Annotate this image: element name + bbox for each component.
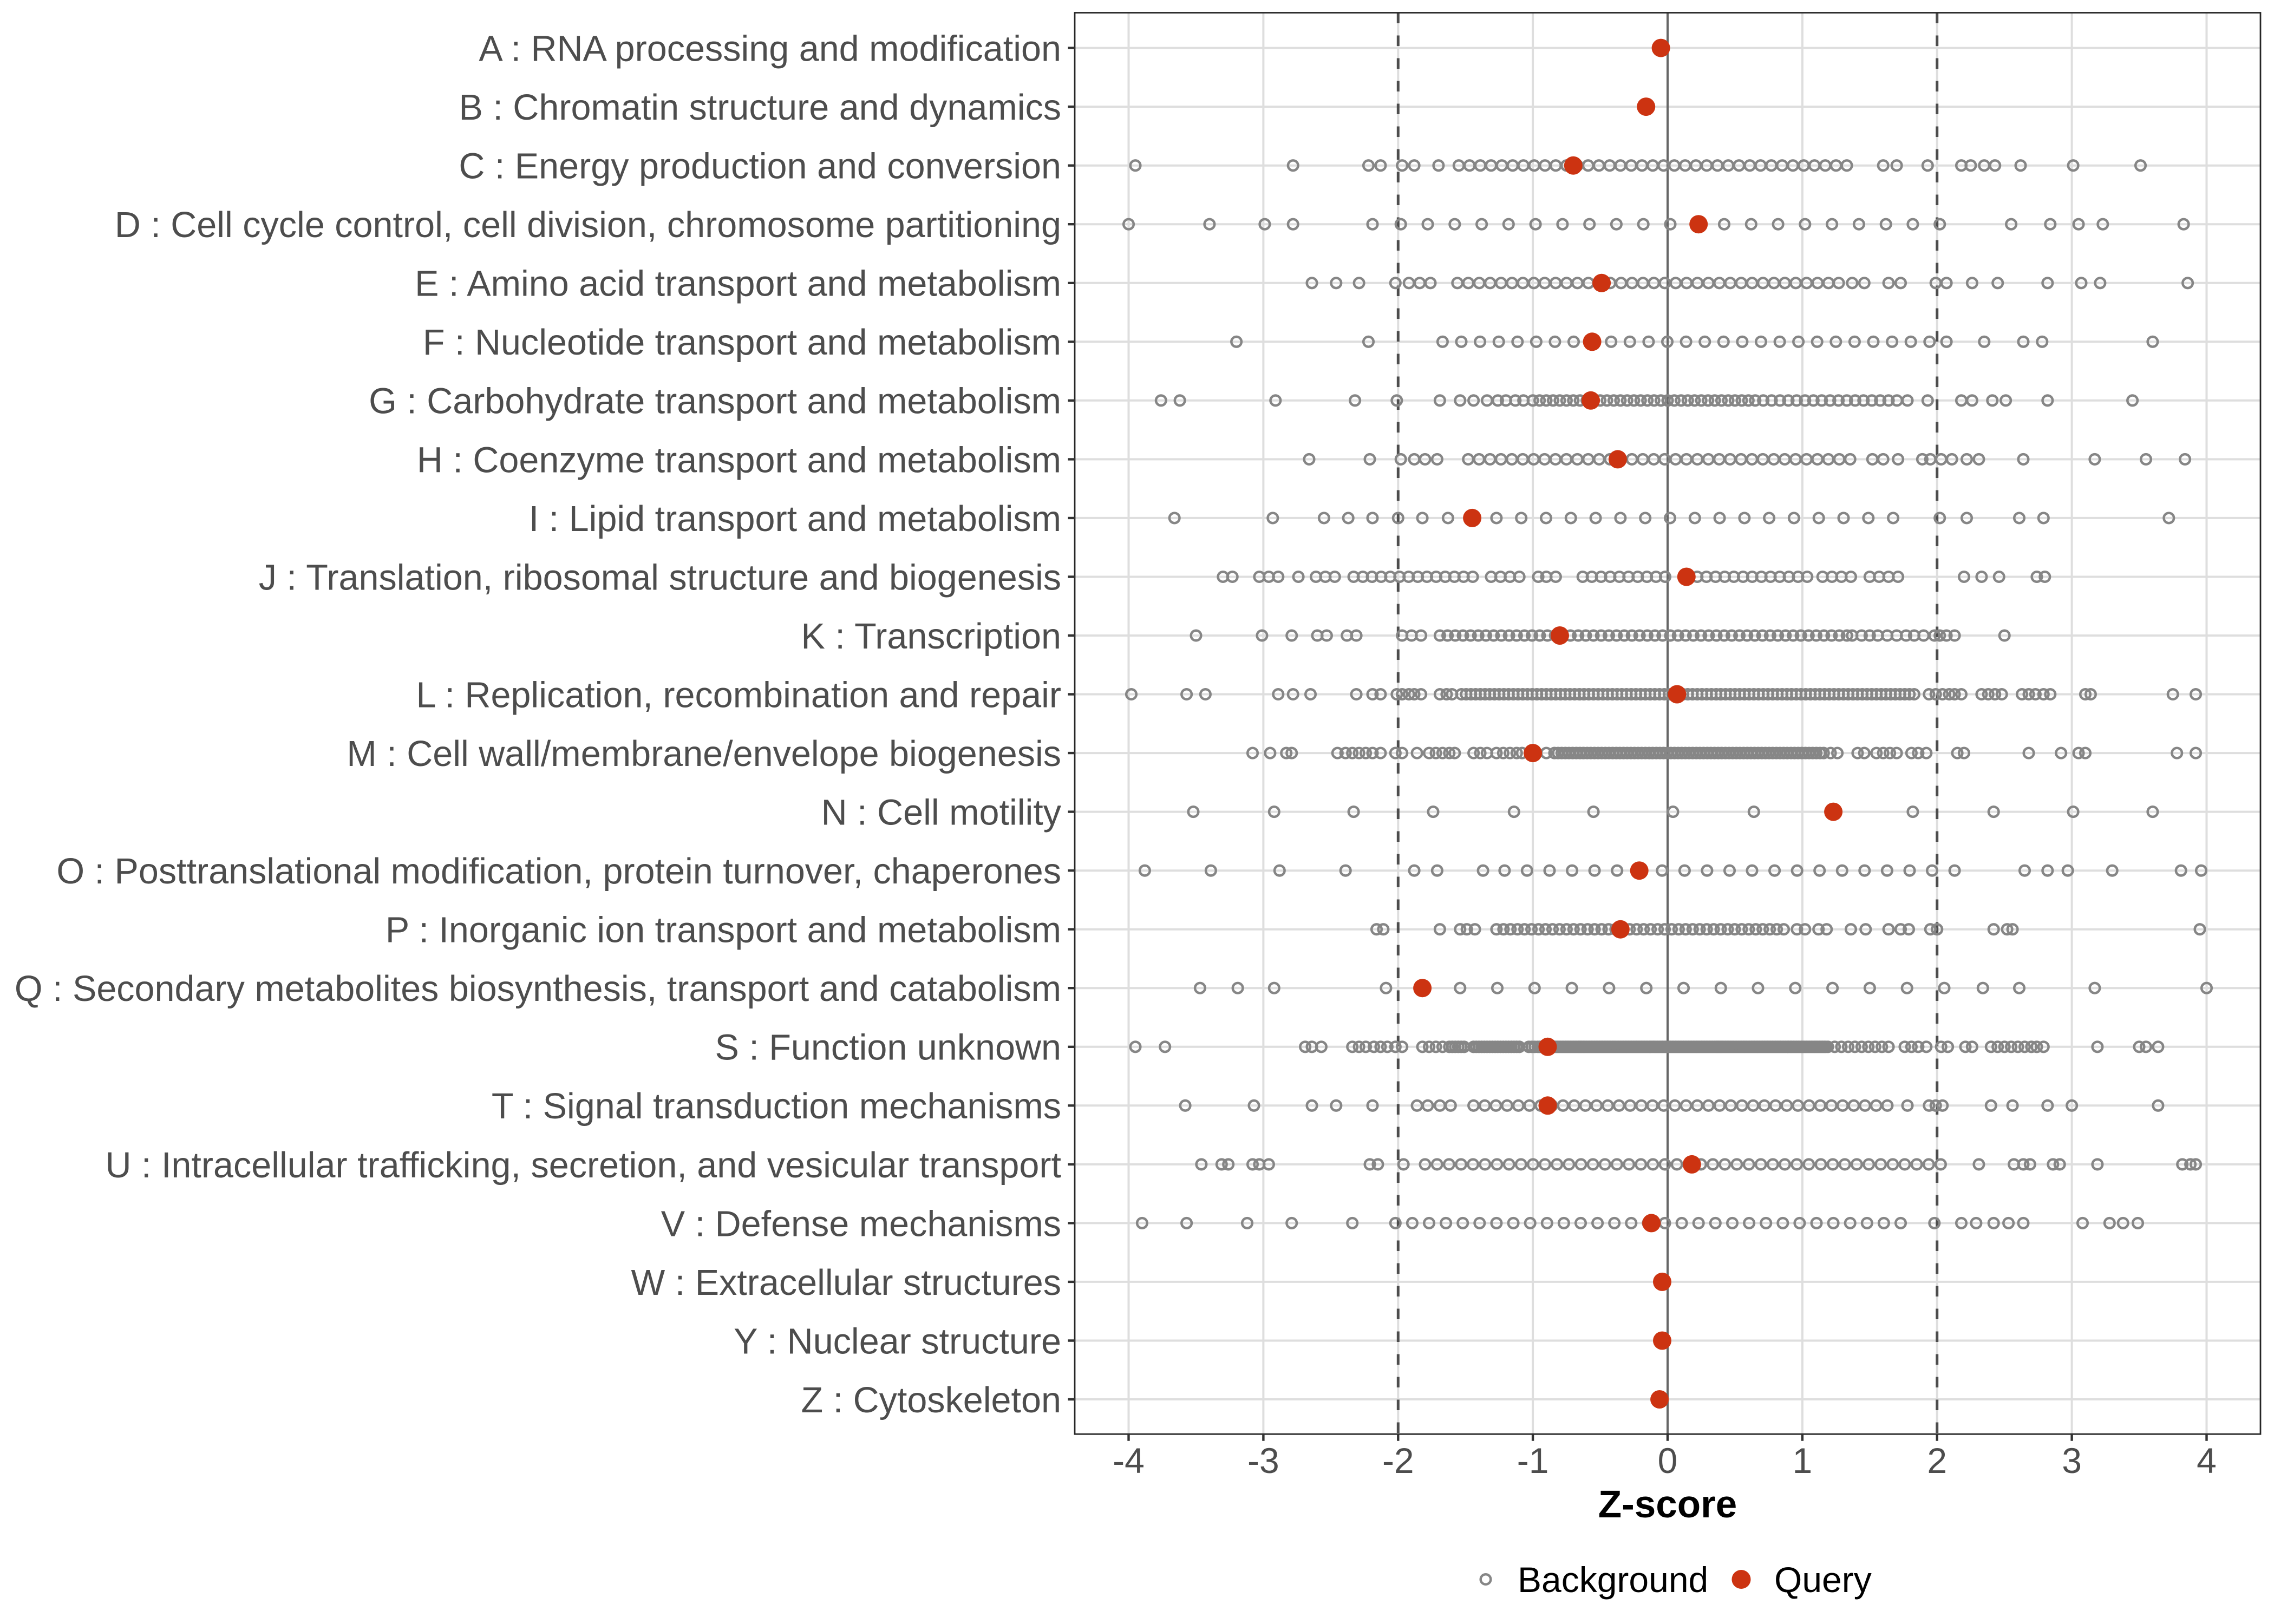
- svg-text:P : Inorganic ion transport an: P : Inorganic ion transport and metaboli…: [385, 911, 1061, 951]
- svg-text:W : Extracellular structures: W : Extracellular structures: [631, 1263, 1062, 1303]
- svg-text:-4: -4: [1113, 1440, 1145, 1481]
- svg-text:V : Defense mechanisms: V : Defense mechanisms: [661, 1204, 1061, 1244]
- svg-text:3: 3: [2062, 1440, 2082, 1481]
- svg-text:Q : Secondary metabolites bios: Q : Secondary metabolites biosynthesis, …: [15, 969, 1061, 1009]
- svg-text:M : Cell wall/membrane/envelop: M : Cell wall/membrane/envelope biogenes…: [347, 734, 1061, 774]
- svg-text:Y : Nuclear structure: Y : Nuclear structure: [734, 1321, 1061, 1361]
- svg-text:H : Coenzyme transport and met: H : Coenzyme transport and metabolism: [417, 440, 1061, 480]
- svg-text:O : Posttranslational modifica: O : Posttranslational modification, prot…: [56, 852, 1061, 892]
- svg-text:B : Chromatin structure and dy: B : Chromatin structure and dynamics: [459, 88, 1061, 128]
- svg-text:D : Cell cycle control, cell d: D : Cell cycle control, cell division, c…: [115, 205, 1061, 245]
- svg-text:F : Nucleotide transport and m: F : Nucleotide transport and metabolism: [423, 323, 1061, 363]
- svg-text:-3: -3: [1247, 1440, 1279, 1481]
- svg-text:1: 1: [1793, 1440, 1813, 1481]
- svg-text:Background: Background: [1518, 1560, 1708, 1600]
- svg-text:4: 4: [2197, 1440, 2217, 1481]
- svg-text:A : RNA processing and modific: A : RNA processing and modification: [479, 29, 1061, 69]
- svg-text:2: 2: [1927, 1440, 1947, 1481]
- svg-text:I : Lipid transport and metabo: I : Lipid transport and metabolism: [529, 499, 1061, 539]
- svg-text:L : Replication, recombination: L : Replication, recombination and repai…: [416, 675, 1061, 715]
- svg-text:J : Translation, ribosomal str: J : Translation, ribosomal structure and…: [259, 558, 1061, 598]
- svg-text:E : Amino acid transport and m: E : Amino acid transport and metabolism: [415, 264, 1061, 304]
- svg-text:N : Cell motility: N : Cell motility: [821, 793, 1062, 833]
- svg-text:-2: -2: [1382, 1440, 1414, 1481]
- svg-text:Query: Query: [1774, 1560, 1872, 1600]
- svg-text:T : Signal transduction mechan: T : Signal transduction mechanisms: [492, 1086, 1061, 1127]
- svg-text:Z : Cytoskeleton: Z : Cytoskeleton: [801, 1380, 1061, 1420]
- svg-text:K : Transcription: K : Transcription: [801, 617, 1061, 657]
- svg-text:U : Intracellular trafficking,: U : Intracellular trafficking, secretion…: [106, 1145, 1062, 1186]
- svg-text:Z-score: Z-score: [1598, 1483, 1737, 1526]
- svg-text:C : Energy production and conv: C : Energy production and conversion: [459, 147, 1061, 187]
- svg-text:S : Function unknown: S : Function unknown: [715, 1028, 1061, 1068]
- svg-text:0: 0: [1658, 1440, 1678, 1481]
- svg-text:-1: -1: [1517, 1440, 1549, 1481]
- svg-text:G : Carbohydrate transport and: G : Carbohydrate transport and metabolis…: [369, 382, 1061, 422]
